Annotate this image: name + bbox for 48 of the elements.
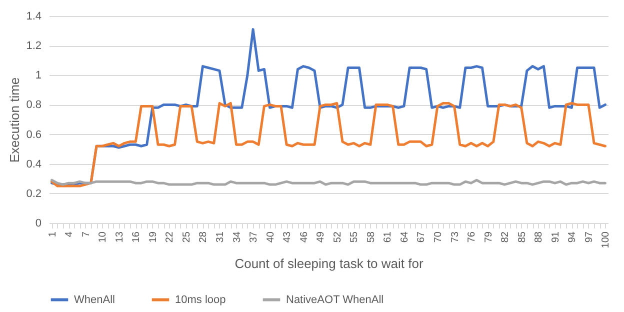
legend-label: 10ms loop bbox=[175, 294, 226, 306]
x-tick-label: 7 bbox=[80, 231, 92, 238]
y-tick-label: 1.4 bbox=[26, 10, 42, 22]
x-tick-label: 40 bbox=[265, 231, 276, 243]
x-tick-label: 25 bbox=[181, 231, 192, 243]
x-tick-label: 76 bbox=[466, 231, 478, 243]
x-tick-label: 28 bbox=[198, 231, 210, 243]
x-tick-label: 85 bbox=[516, 231, 528, 243]
y-tick-label: 1.2 bbox=[26, 40, 42, 52]
y-tick-label: 0.8 bbox=[26, 99, 42, 112]
x-tick-label: 67 bbox=[416, 231, 428, 243]
legend-label: WhenAll bbox=[74, 294, 115, 306]
x-tick-label: 100 bbox=[600, 231, 612, 248]
x-tick-label: 13 bbox=[114, 231, 126, 243]
x-tick-label: 46 bbox=[298, 231, 310, 243]
x-tick-label: 19 bbox=[148, 231, 159, 243]
x-tick-label: 4 bbox=[64, 231, 76, 238]
y-tick-label: 0.6 bbox=[26, 128, 42, 141]
legend-label: NativeAOT WhenAll bbox=[286, 294, 384, 306]
x-tick-label: 31 bbox=[214, 231, 226, 243]
line-series bbox=[50, 102, 606, 188]
x-tick-label: 22 bbox=[164, 231, 176, 243]
y-tick-label: 0.2 bbox=[26, 188, 42, 200]
x-tick-label: 61 bbox=[382, 231, 394, 243]
x-tick-label: 55 bbox=[349, 231, 360, 243]
x-tick-label: 79 bbox=[483, 231, 494, 243]
x-tick-label: 73 bbox=[450, 231, 461, 243]
y-axis-title: Execution time bbox=[7, 77, 22, 163]
x-tick-label: 1 bbox=[47, 231, 58, 238]
y-tick-label: 0.4 bbox=[26, 158, 42, 170]
x-tick-label: 94 bbox=[567, 231, 578, 243]
x-tick-label: 10 bbox=[98, 231, 109, 243]
x-tick-label: 97 bbox=[584, 231, 595, 243]
x-tick-label: 91 bbox=[550, 231, 562, 243]
x-tick-label: 16 bbox=[131, 231, 142, 243]
x-tick-label: 88 bbox=[534, 231, 545, 243]
x-tick-label: 43 bbox=[282, 231, 294, 243]
x-tick-label: 49 bbox=[316, 231, 327, 243]
x-tick-label: 70 bbox=[433, 231, 444, 243]
x-tick-label: 64 bbox=[399, 231, 410, 243]
y-tick-label: 1 bbox=[35, 70, 42, 82]
x-tick-label: 37 bbox=[248, 231, 260, 243]
x-tick-label: 52 bbox=[332, 231, 344, 243]
x-axis-title: Count of sleeping task to wait for bbox=[234, 256, 424, 272]
x-tick-label: 58 bbox=[366, 231, 377, 243]
y-tick-label: 0 bbox=[35, 218, 42, 230]
x-tick-label: 34 bbox=[232, 231, 243, 243]
x-tick-label: 82 bbox=[500, 231, 512, 243]
